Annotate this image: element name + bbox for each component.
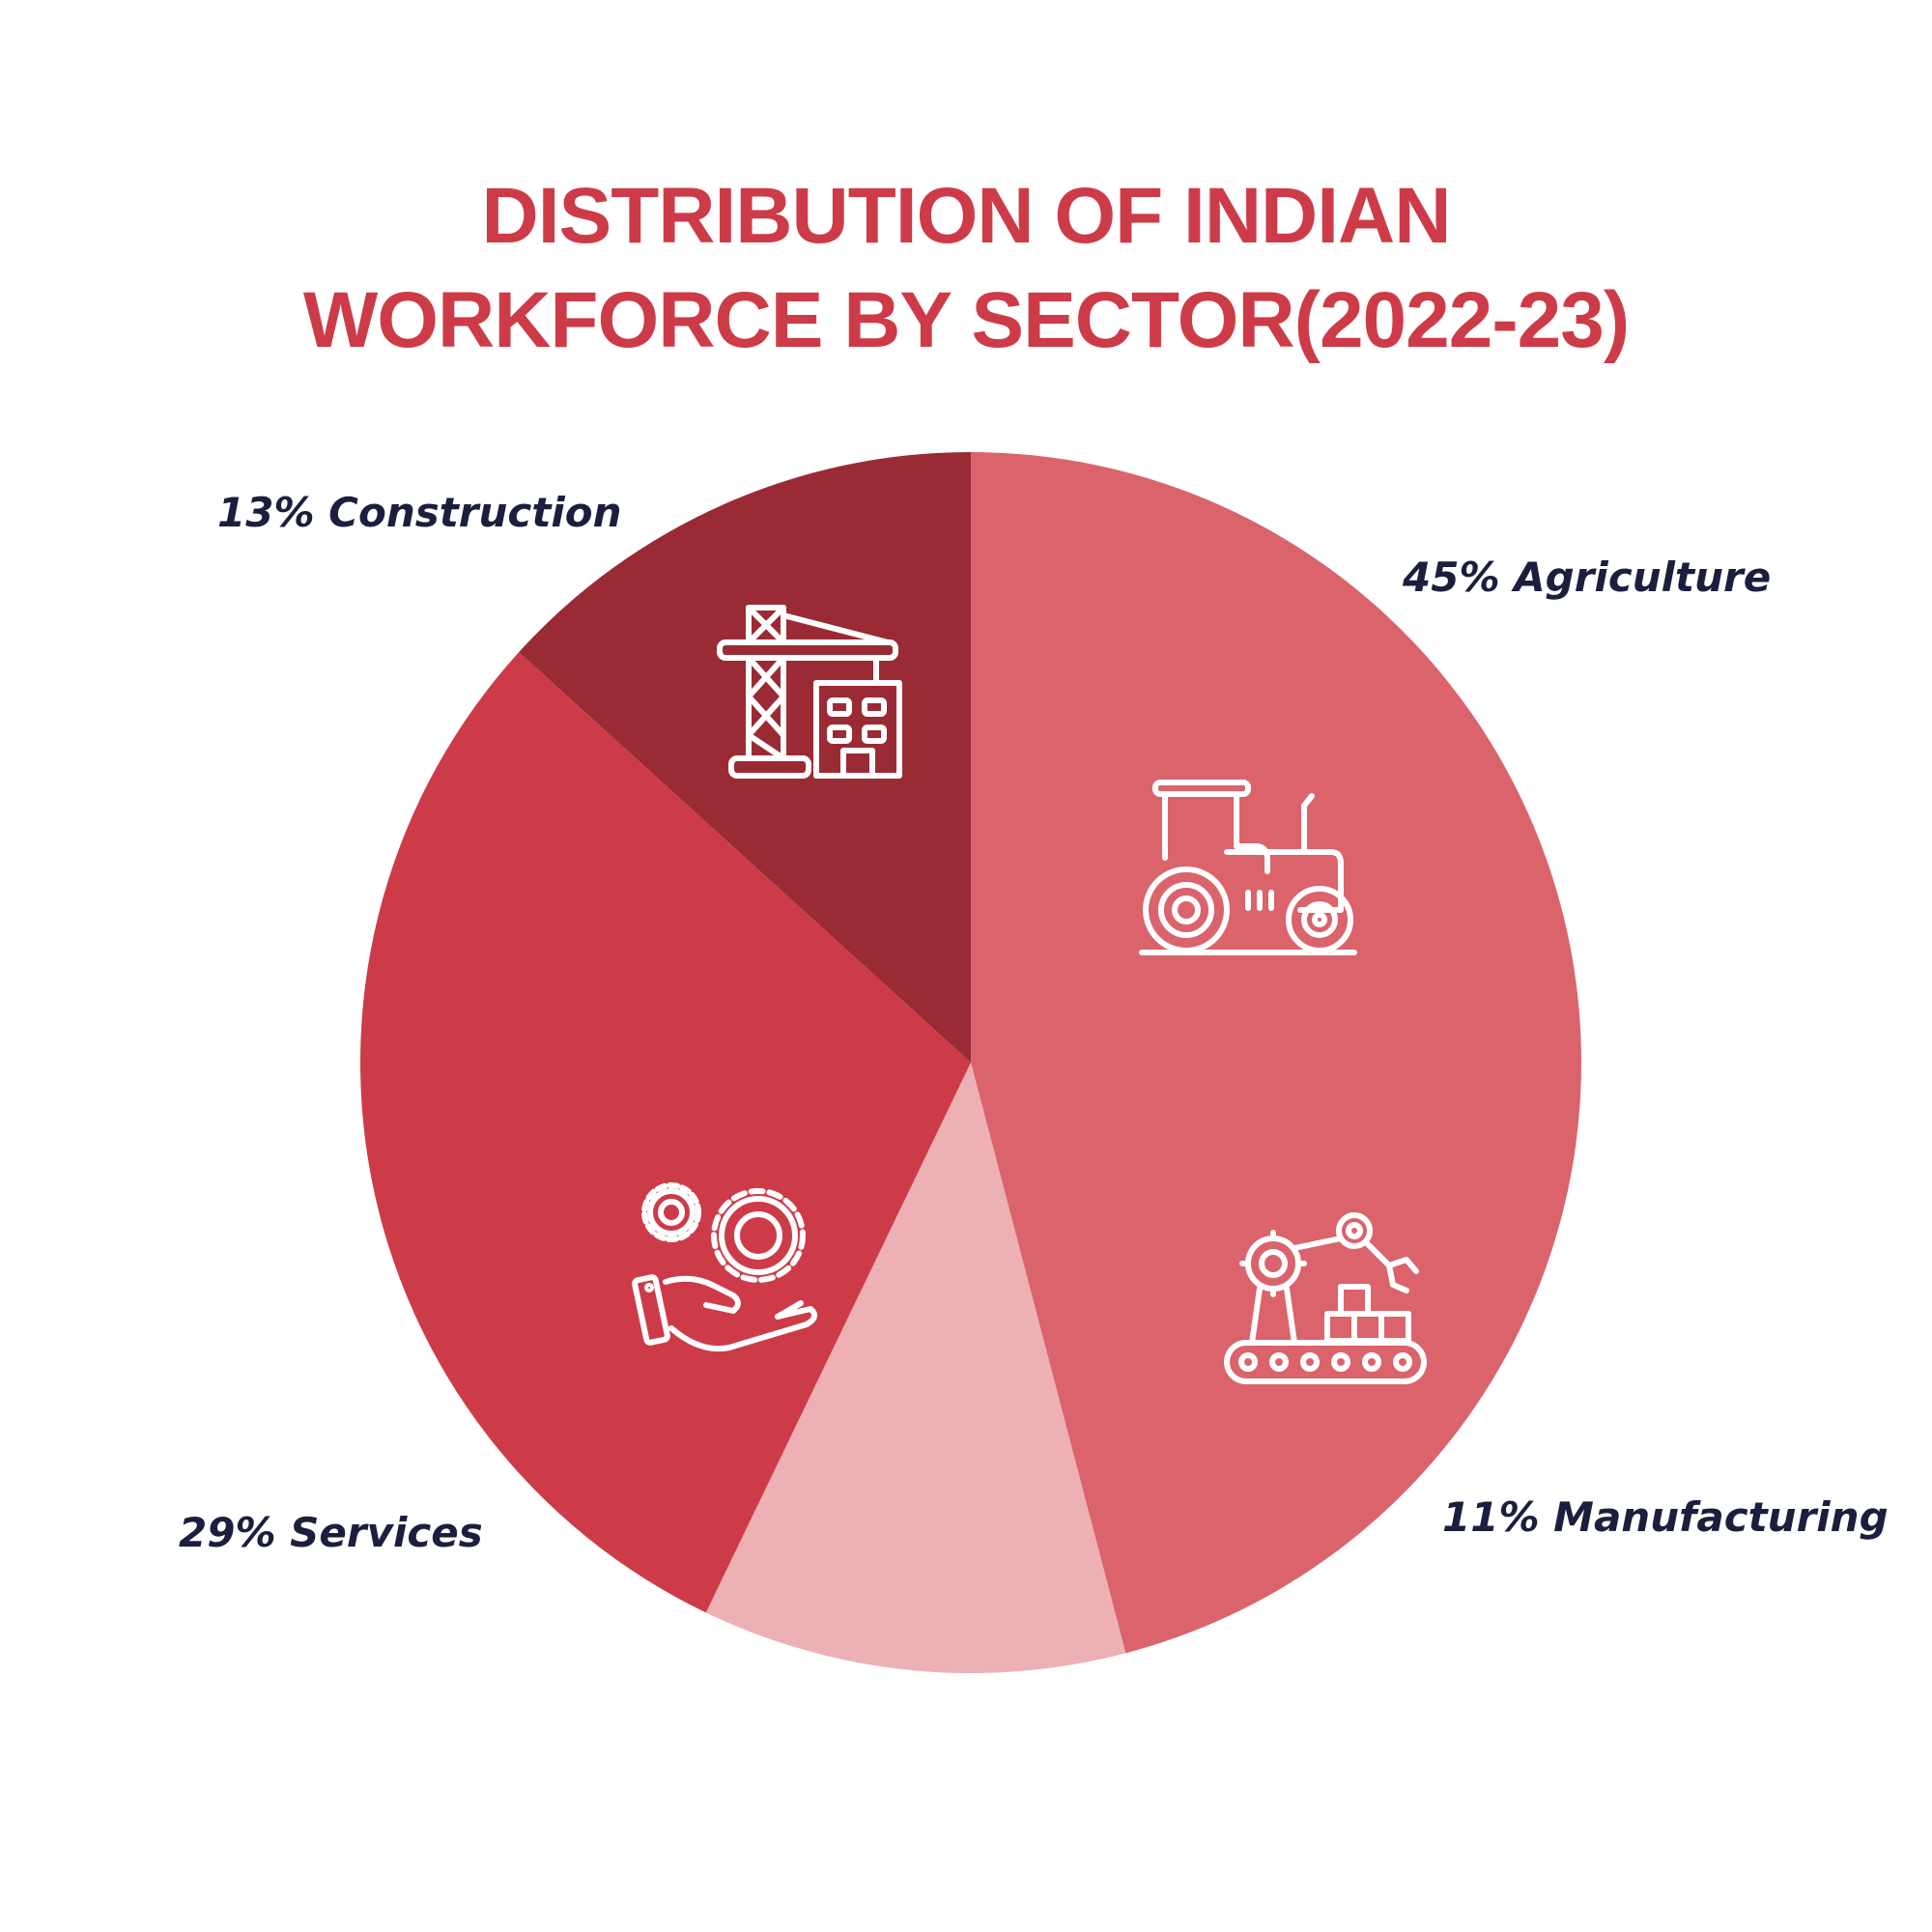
gears-hand-icon bbox=[632, 1182, 818, 1352]
label-manufacturing: 11% Manufacturing bbox=[1442, 1493, 1889, 1541]
pie-slice-manufacturing bbox=[705, 1063, 1126, 1673]
label-construction: 13% Construction bbox=[217, 489, 622, 536]
label-agriculture: 45% Agriculture bbox=[1402, 554, 1771, 601]
factory-robot-conveyor-icon bbox=[1224, 1212, 1427, 1384]
label-services: 29% Services bbox=[179, 1509, 483, 1556]
pie-slice-services bbox=[360, 652, 971, 1613]
pie-slice-agriculture bbox=[971, 452, 1581, 1654]
crane-building-icon bbox=[717, 605, 902, 779]
pie-slices bbox=[360, 452, 1581, 1673]
tractor-icon bbox=[1139, 780, 1357, 955]
chart-title: DISTRIBUTION OF INDIAN WORKFORCE BY SECT… bbox=[0, 164, 1932, 373]
chart-title-line-1: DISTRIBUTION OF INDIAN bbox=[481, 172, 1452, 260]
chart-title-line-2: WORKFORCE BY SECTOR(2022-23) bbox=[302, 276, 1630, 364]
